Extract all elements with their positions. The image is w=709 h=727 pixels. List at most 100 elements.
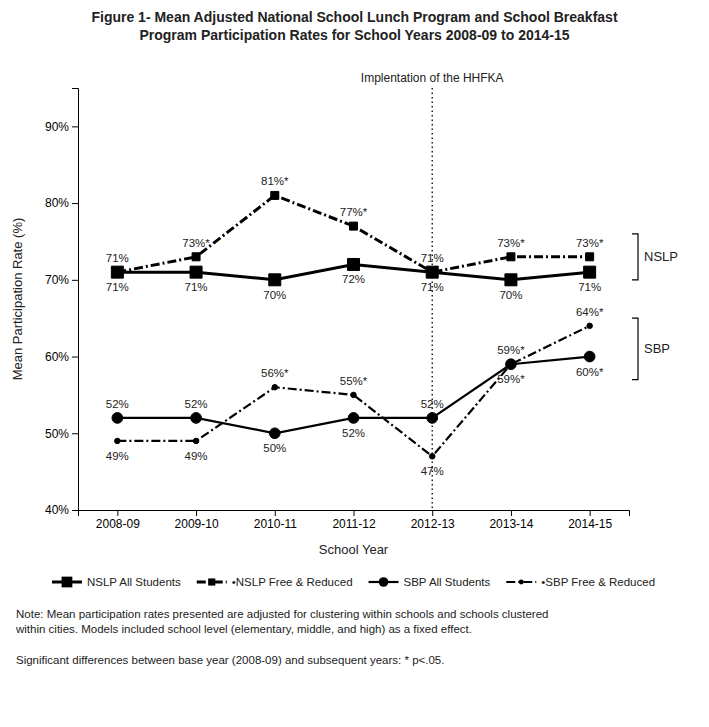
series-marker (269, 274, 281, 286)
x-tick: 2008-09 (96, 510, 140, 531)
legend-item: NSLP All Students (52, 576, 181, 588)
x-tick-mark (432, 510, 433, 516)
data-label: 64%* (576, 306, 604, 318)
series-marker (271, 191, 279, 199)
x-tick: 2010-11 (254, 510, 297, 531)
series-marker (113, 268, 121, 276)
y-axis-title: Mean Participation Rate (%) (10, 218, 25, 381)
title-line: Figure 1- Mean Adjusted National School … (91, 9, 617, 25)
series-marker (587, 323, 593, 329)
legend-marker (379, 577, 389, 587)
y-tick: 70% (45, 273, 78, 287)
data-label: 71% (106, 252, 129, 264)
legend-label: •NSLP Free & Reduced (232, 576, 353, 588)
data-label: 49% (185, 450, 208, 462)
x-tick-label: 2010-11 (254, 517, 297, 531)
y-tick-mark (72, 357, 78, 358)
x-tick-mark (117, 510, 118, 516)
data-label: 59%* (497, 344, 525, 356)
series-line (117, 195, 589, 272)
data-label: 77%* (340, 206, 368, 218)
note-line: Significant differences between base yea… (16, 654, 444, 666)
note-line: within cities. Models included school le… (15, 623, 472, 635)
x-tick: 2014-15 (568, 510, 612, 531)
y-tick-label: 90% (45, 120, 69, 134)
series-line (117, 357, 589, 434)
data-label: 71% (421, 252, 444, 264)
data-label: 73%* (182, 237, 210, 249)
title-line: Program Participation Rates for School Y… (139, 27, 569, 43)
series-marker (426, 266, 438, 278)
y-tick-mark (72, 433, 78, 434)
y-tick-label: 60% (45, 350, 69, 364)
legend: NSLP All Students •NSLP Free & Reduced SBP… (52, 576, 655, 588)
data-label: 70% (499, 289, 522, 301)
y-tick-label: 50% (45, 427, 69, 441)
legend-marker (62, 577, 73, 588)
data-label: 52% (342, 427, 365, 439)
y-tick-mark (72, 510, 78, 511)
series-marker (191, 413, 202, 424)
series-marker (348, 413, 359, 424)
data-label: 73%* (497, 237, 525, 249)
data-labels: 71%71%70%72%71%70%71%71%73%*81%*77%*71%7… (106, 175, 604, 477)
y-tick-mark (72, 280, 78, 281)
data-label: 52% (106, 398, 129, 410)
x-tick-mark (354, 510, 355, 516)
x-tick: 2011-12 (332, 510, 375, 531)
series-marker (190, 266, 202, 278)
data-label: 47% (421, 465, 444, 477)
series-marker (429, 454, 435, 460)
series-marker (193, 438, 199, 444)
series-marker (192, 253, 200, 261)
data-label: 73%* (576, 237, 604, 249)
y-tick-label: 40% (45, 503, 69, 517)
x-tick: 2013-14 (489, 510, 533, 531)
y-tick-label: 70% (45, 273, 69, 287)
annotation-text: Implentation of the HHFKA (361, 71, 504, 85)
series-marker (584, 266, 596, 278)
legend-label: NSLP All Students (87, 576, 181, 588)
y-axis: 40%50%60%70%80%90% (45, 89, 79, 518)
x-tick: 2009-10 (175, 510, 219, 531)
x-tick-mark (196, 510, 197, 516)
data-label: 52% (185, 398, 208, 410)
y-tick: 60% (45, 350, 78, 364)
data-label: 52% (421, 398, 444, 410)
x-tick-label: 2013-14 (489, 517, 533, 531)
y-tick: 90% (45, 120, 78, 134)
series-marker (586, 253, 594, 261)
series-marker (584, 351, 595, 362)
notes: Note: Mean participation rates presented… (15, 608, 549, 666)
x-axis-title: School Year (319, 542, 389, 557)
series-marker (112, 413, 123, 424)
series-marker (508, 361, 514, 367)
data-label: 59%* (497, 373, 525, 385)
chart: Figure 1- Mean Adjusted National School … (0, 0, 709, 727)
x-tick-label: 2012-13 (411, 517, 455, 531)
legend-item: •SBP Free & Reduced (506, 576, 655, 588)
legend-label: SBP All Students (404, 576, 491, 588)
y-axis-line (72, 89, 79, 511)
x-tick-mark (511, 510, 512, 516)
plot-area (111, 88, 595, 510)
series-marker (115, 438, 121, 444)
series-marker (428, 268, 436, 276)
bracket-label: SBP (644, 341, 670, 356)
x-tick: 2012-13 (411, 510, 455, 531)
series-marker (427, 413, 438, 424)
legend-item: •NSLP Free & Reduced (197, 576, 353, 588)
x-tick-label: 2011-12 (332, 517, 375, 531)
series-marker (269, 428, 280, 439)
data-label: 55%* (340, 375, 368, 387)
x-axis-line (79, 511, 630, 517)
legend-label: •SBP Free & Reduced (541, 576, 655, 588)
data-label: 56%* (261, 367, 289, 379)
bracket-label: NSLP (644, 249, 678, 264)
data-label: 60%* (576, 366, 604, 378)
y-tick-mark (72, 203, 78, 204)
data-label: 49% (106, 450, 129, 462)
series-marker (506, 359, 517, 370)
legend-item: SBP All Students (369, 576, 491, 588)
legend-marker (208, 578, 215, 585)
